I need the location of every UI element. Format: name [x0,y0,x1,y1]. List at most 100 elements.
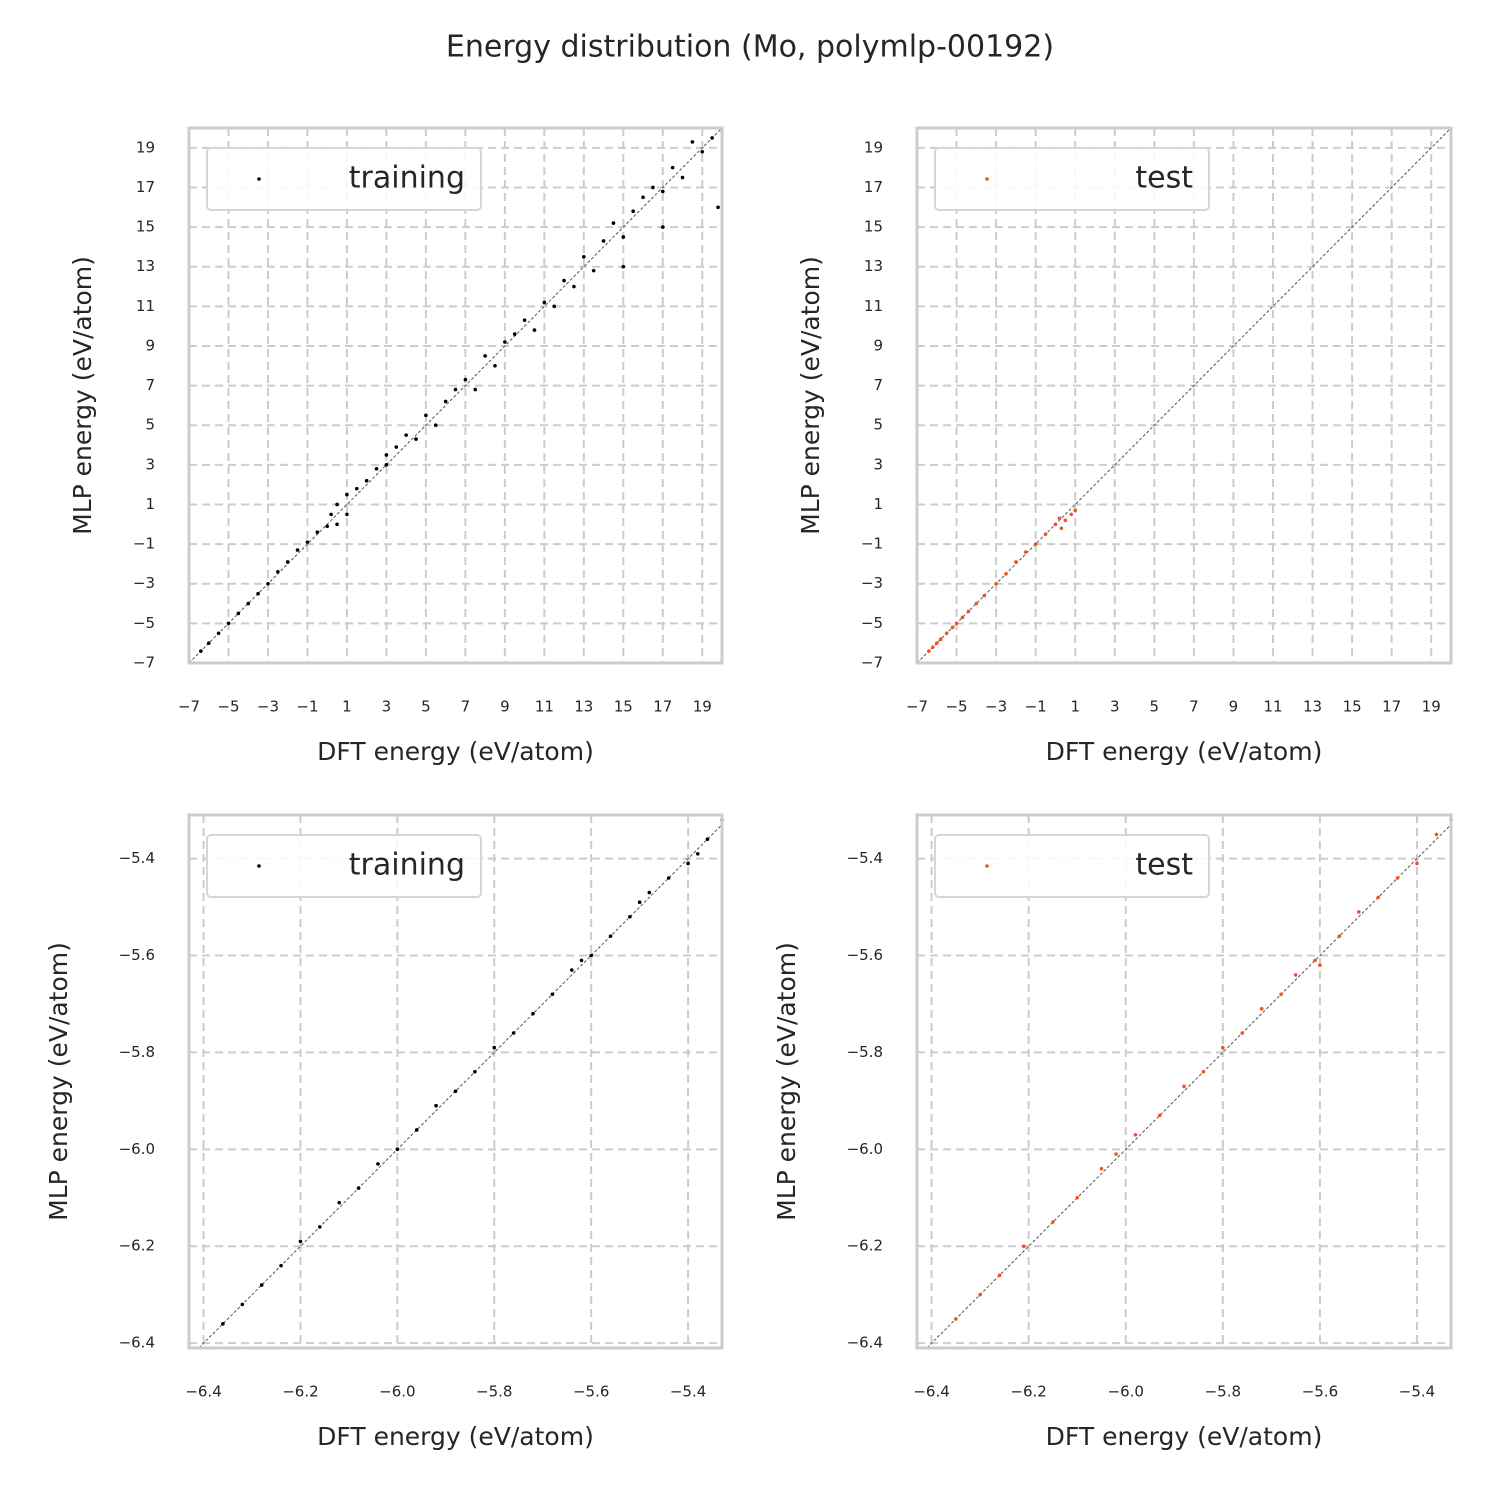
point [236,611,241,616]
point [532,328,537,332]
x-tick-label: −5 [945,698,967,716]
point [1114,1152,1118,1156]
y-tick-label: −5.8 [847,1043,883,1061]
x-tick-label: 1 [1070,698,1080,716]
point [700,149,705,154]
x-tick-label: −5.8 [1205,1383,1241,1401]
x-tick-label: −5.4 [670,1383,706,1401]
y-tick-label: −3 [861,574,883,592]
point [329,512,333,517]
point [978,1292,982,1297]
y-tick-label: −7 [861,654,883,672]
legend-label: training [349,848,465,883]
point [522,318,527,323]
y-tick-label: −6.4 [847,1334,883,1352]
point [1057,516,1062,521]
point [974,601,979,606]
point [443,399,448,404]
x-tick-label: −5.6 [573,1383,609,1401]
point [1259,1007,1264,1011]
x-tick-label: −7 [178,698,200,716]
point [259,1283,264,1287]
point [384,463,389,467]
y-tick-label: 5 [145,416,155,434]
y-tick-label: 3 [145,455,155,473]
point [601,239,606,243]
y-tick-label: 13 [136,257,155,275]
point [1376,895,1380,900]
point [1069,512,1074,517]
point [1043,532,1048,537]
point [279,1263,283,1268]
y-tick-label: −1 [861,535,883,553]
point [542,300,547,305]
point [562,278,566,283]
x-tick-label: 3 [382,698,392,716]
point [1033,542,1038,546]
point [1157,1113,1162,1118]
y-tick-label: −6.2 [119,1237,155,1255]
y-tick-label: −5 [861,614,883,632]
point [954,1317,958,1321]
point [1133,1133,1138,1137]
point [1337,934,1342,938]
point [637,900,642,905]
point [483,354,487,358]
point [395,1147,400,1152]
point [680,175,685,180]
y-tick-label: 9 [873,336,883,354]
point [1075,1195,1079,1200]
point [1356,910,1361,914]
point [199,649,203,653]
x-axis-label: DFT energy (eV/atom) [317,1422,594,1451]
point [950,625,955,630]
point [647,890,652,895]
point [374,467,379,471]
x-tick-label: 13 [1303,698,1322,716]
y-axis-label: MLP energy (eV/atom) [68,256,97,535]
point [589,953,593,958]
point [1073,508,1078,513]
point [1279,992,1283,997]
point [266,581,270,586]
point [1318,963,1322,968]
subplot: −7 −5 −3 −1 1 3 5 7 9 11 13 15 17 19−7−5−3−1135791113… [796,126,1453,766]
y-tick-label: 11 [864,297,883,315]
y-tick-label: −6.4 [119,1334,155,1352]
y-tick-label: −3 [133,574,155,592]
point [621,264,626,269]
point [315,530,320,535]
legend-label: test [1135,161,1193,196]
y-tick-label: 11 [136,297,155,315]
x-axis-label: DFT energy (eV/atom) [317,737,594,766]
point [1201,1070,1206,1074]
x-tick-label: 15 [1343,698,1362,716]
point [453,1089,458,1093]
y-axis-label: MLP energy (eV/atom) [772,942,801,1221]
point [982,593,987,598]
point [1395,876,1400,880]
point [1059,526,1064,531]
plot-frame [915,813,1453,1350]
legend-box [206,834,482,898]
point [686,861,690,866]
point [492,1045,497,1050]
point [226,621,231,626]
x-tick-label: −5 [217,698,239,716]
y-axis-label: MLP energy (eV/atom) [796,256,825,535]
plot-frame [915,126,1453,665]
point [1099,1166,1104,1171]
legend-marker [257,864,261,868]
point [572,284,576,289]
x-tick-label: 19 [693,698,712,716]
x-tick-label: 5 [421,698,431,716]
point [511,1031,516,1035]
x-tick-label: 13 [574,698,593,716]
point [705,837,710,842]
point [404,433,408,437]
y-tick-label: −5.6 [847,946,883,964]
point [579,958,584,963]
point [376,1162,380,1166]
point [246,601,251,606]
